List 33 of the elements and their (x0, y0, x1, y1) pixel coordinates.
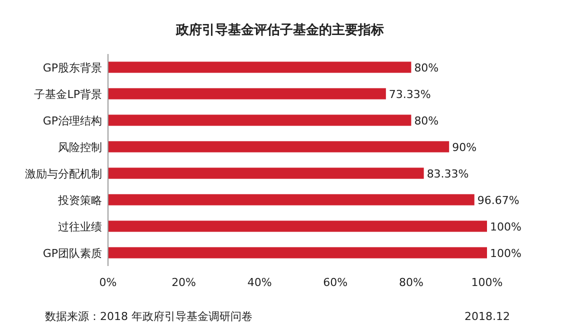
data-label: 83.33% (426, 167, 469, 180)
data-label: 96.67% (477, 194, 520, 207)
x-tick-label: 0% (99, 276, 117, 289)
y-tick-label: 过往业绩 (58, 220, 102, 234)
text: 2018.12 (464, 310, 510, 323)
y-tick-label: 子基金LP背景 (34, 88, 102, 101)
y-tick-label: GP股东背景 (42, 61, 102, 74)
x-tick-label: 20% (172, 276, 196, 289)
x-tick-label: 100% (471, 276, 503, 289)
bar (108, 194, 474, 206)
y-tick-label: 投资策略 (57, 194, 102, 207)
bar (108, 168, 424, 179)
source-note: 数据来源：2018 年政府引导基金调研问卷 (45, 310, 252, 323)
y-tick-label: GP治理结构 (42, 114, 102, 128)
x-tick-label: 40% (247, 276, 272, 289)
bar (108, 88, 386, 100)
data-label: 73.33% (388, 88, 431, 101)
bar (108, 114, 412, 126)
y-tick-label: GP团队素质 (42, 246, 102, 260)
x-tick-label: 80% (398, 276, 424, 289)
y-tick-label: 激励与分配机制 (25, 167, 102, 180)
data-label: 90% (452, 140, 477, 154)
data-label: 100% (490, 246, 522, 260)
data-label: 80% (414, 61, 439, 74)
bar (108, 62, 412, 73)
chart-title: 政府引导基金评估子基金的主要指标 (175, 22, 384, 38)
bar (108, 141, 450, 152)
bar (108, 247, 487, 258)
x-tick-label: 60% (323, 276, 348, 289)
data-label: 100% (490, 220, 522, 234)
bar (108, 220, 487, 232)
data-label: 80% (414, 114, 439, 128)
y-tick-label: 风险控制 (58, 140, 102, 154)
